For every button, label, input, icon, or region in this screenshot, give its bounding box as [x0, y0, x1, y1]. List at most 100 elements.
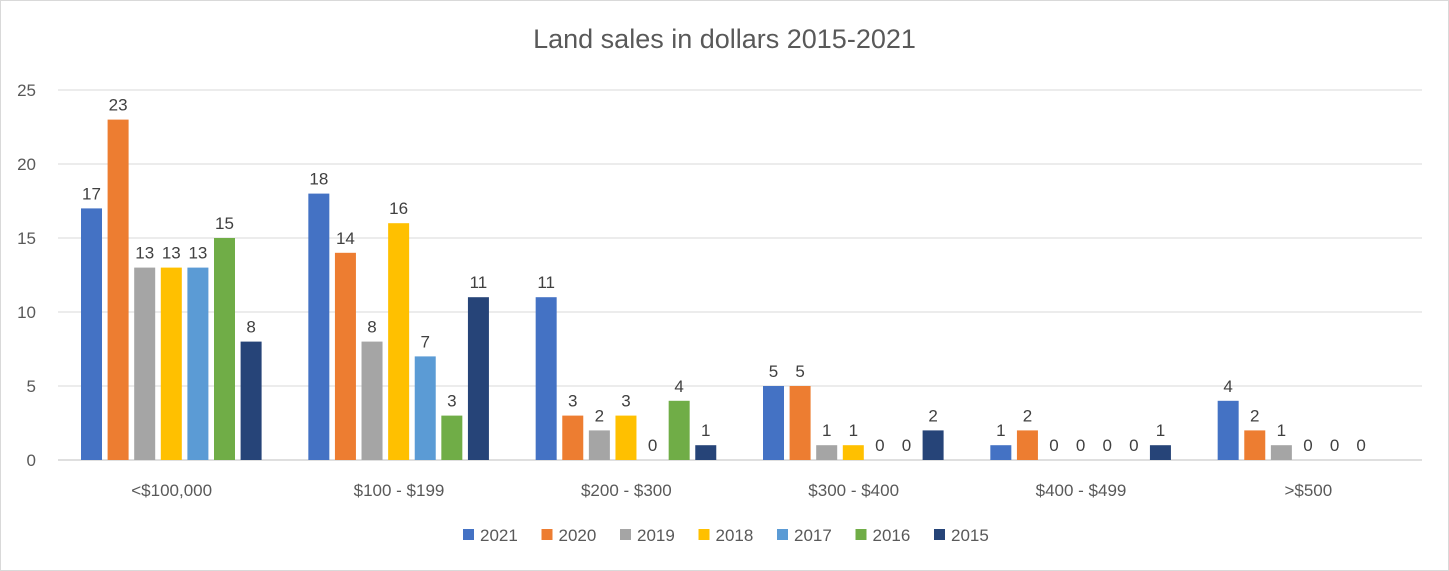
legend-swatch — [541, 529, 553, 540]
legend-label: 2017 — [794, 526, 832, 545]
bar-2019 — [588, 430, 610, 460]
bar-2016 — [214, 238, 235, 460]
bar-2017 — [187, 267, 209, 460]
bar-2020 — [789, 386, 811, 460]
data-label: 3 — [621, 392, 630, 411]
x-tick-label: <$100,000 — [131, 481, 212, 500]
bar-2019 — [816, 445, 838, 460]
bar-2020 — [562, 415, 584, 460]
data-label: 17 — [82, 184, 101, 203]
x-axis-ticks: <$100,000 $100 - $199 $200 - $300 $300 - $4… — [131, 481, 1332, 500]
bar-2017 — [414, 356, 436, 460]
bar-2020 — [334, 252, 356, 460]
bar-2016 — [668, 400, 690, 460]
x-tick-label: $300 - $400 — [808, 481, 899, 500]
data-label: 2 — [1250, 406, 1259, 425]
legend: 2021 2020 2019 2018 2017 2016 2015 — [463, 526, 989, 545]
data-label: 4 — [674, 377, 683, 396]
data-label: 11 — [470, 273, 488, 292]
data-label: 1 — [701, 421, 710, 440]
data-label: 1 — [996, 421, 1005, 440]
data-label: 1 — [849, 421, 858, 440]
data-label: 7 — [420, 332, 429, 351]
data-label: 0 — [902, 436, 911, 455]
bar-2019 — [361, 341, 383, 460]
x-tick-label: >$500 — [1284, 481, 1332, 500]
data-label: 13 — [162, 244, 181, 263]
bar-2018 — [842, 445, 864, 460]
legend-label: 2021 — [480, 526, 518, 545]
data-label: 8 — [367, 318, 376, 337]
bar-2020 — [1016, 430, 1038, 460]
bar-2016 — [441, 415, 463, 460]
legend-swatch — [698, 529, 710, 540]
data-label: 2 — [928, 406, 937, 425]
x-tick-label: $100 - $199 — [354, 481, 445, 500]
data-label: 5 — [795, 362, 804, 381]
bar-2021 — [308, 193, 330, 460]
bar-2020 — [1244, 430, 1266, 460]
legend-label: 2016 — [873, 526, 911, 545]
bar-2015 — [922, 430, 944, 460]
bar-2021 — [535, 297, 557, 460]
data-label: 16 — [389, 199, 408, 218]
gridlines — [58, 89, 1422, 461]
y-tick-label: 0 — [27, 451, 36, 470]
legend-label: 2015 — [951, 526, 989, 545]
data-label: 18 — [309, 170, 328, 189]
data-label: 8 — [246, 318, 255, 337]
y-tick-label: 25 — [17, 81, 36, 100]
y-axis-ticks: 0 5 10 15 20 25 — [17, 81, 36, 470]
legend-swatch — [463, 529, 474, 540]
data-label: 4 — [1223, 377, 1232, 396]
x-tick-label: $200 - $300 — [581, 481, 672, 500]
data-label: 0 — [1102, 436, 1111, 455]
bar-2020 — [107, 119, 129, 460]
data-label: 14 — [336, 229, 355, 248]
chart-title: Land sales in dollars 2015-2021 — [533, 24, 916, 54]
bar-2021 — [1217, 400, 1239, 460]
data-label: 13 — [135, 244, 154, 263]
legend-label: 2020 — [559, 526, 597, 545]
data-label: 13 — [188, 244, 207, 263]
data-label: 23 — [109, 96, 128, 115]
data-label: 0 — [1129, 436, 1138, 455]
legend-swatch — [620, 529, 631, 540]
y-tick-label: 15 — [17, 229, 36, 248]
data-label: 0 — [1049, 436, 1058, 455]
data-label: 1 — [1156, 421, 1165, 440]
bar-2015 — [1149, 445, 1171, 460]
data-label: 0 — [1330, 436, 1339, 455]
data-label: 0 — [648, 436, 657, 455]
data-label: 0 — [1076, 436, 1085, 455]
bar-2015 — [240, 341, 262, 460]
bar-2018 — [615, 415, 637, 460]
bar-2018 — [388, 223, 410, 460]
bar-2021 — [81, 208, 102, 460]
y-tick-label: 20 — [17, 155, 36, 174]
data-label: 1 — [1277, 421, 1286, 440]
x-tick-label: $400 - $499 — [1036, 481, 1127, 500]
bar-2018 — [160, 267, 182, 460]
bar-2021 — [990, 445, 1012, 460]
data-label: 2 — [1023, 406, 1032, 425]
legend-label: 2019 — [637, 526, 675, 545]
legend-swatch — [934, 529, 945, 540]
data-label: 5 — [769, 362, 778, 381]
bar-2015 — [695, 445, 717, 460]
data-label: 2 — [595, 406, 604, 425]
bar-2019 — [134, 267, 156, 460]
data-label: 3 — [447, 392, 456, 411]
bar-2019 — [1270, 445, 1292, 460]
legend-swatch — [777, 529, 788, 540]
bar-2015 — [467, 297, 489, 460]
data-label: 0 — [1303, 436, 1312, 455]
y-tick-label: 5 — [27, 377, 36, 396]
data-label: 1 — [822, 421, 831, 440]
legend-label: 2018 — [716, 526, 754, 545]
bar-2021 — [763, 386, 784, 460]
data-label: 0 — [1356, 436, 1365, 455]
legend-swatch — [855, 529, 867, 540]
